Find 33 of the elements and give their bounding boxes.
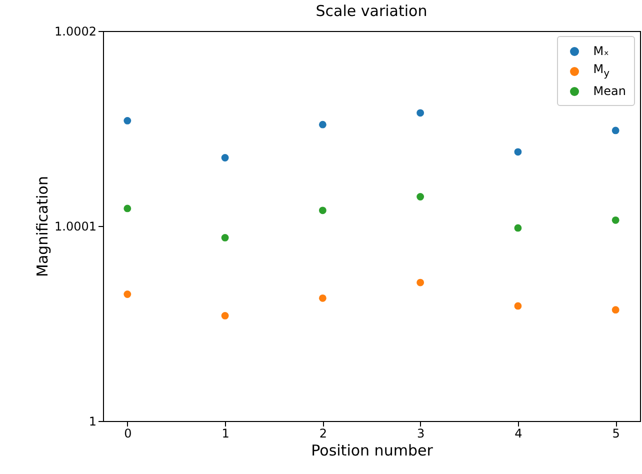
y-axis-title: Magnification (34, 176, 52, 277)
point (318, 294, 326, 302)
point (416, 278, 424, 286)
x-tick-label: 3 (417, 426, 425, 440)
point (514, 148, 522, 156)
point (221, 312, 229, 320)
point (514, 224, 522, 232)
point (612, 216, 620, 224)
point (221, 234, 229, 242)
point (416, 193, 424, 200)
x-tick-label: 0 (124, 426, 132, 440)
point (124, 204, 132, 212)
x-tick-label: 4 (514, 426, 522, 440)
point (514, 302, 522, 310)
legend-label: Mₓ (593, 44, 609, 58)
x-axis-title: Position number (311, 442, 434, 460)
point (416, 109, 424, 117)
point (612, 306, 620, 314)
point (221, 154, 229, 162)
legend-label: Mean (593, 84, 626, 98)
point (318, 120, 326, 128)
y-tick-label: 1 (88, 414, 96, 428)
legend-label: M$_{y}$ (593, 62, 610, 80)
y-tick-label: 1.0001 (54, 220, 96, 234)
point (124, 290, 132, 298)
point (612, 126, 620, 134)
y-tick-label: 1.0002 (54, 24, 96, 38)
point (318, 206, 326, 214)
x-tick-label: 2 (319, 426, 327, 440)
chart-title: Scale variation (316, 2, 428, 20)
x-tick-label: 5 (612, 426, 620, 440)
point (124, 117, 132, 124)
x-tick-label: 1 (222, 426, 230, 440)
